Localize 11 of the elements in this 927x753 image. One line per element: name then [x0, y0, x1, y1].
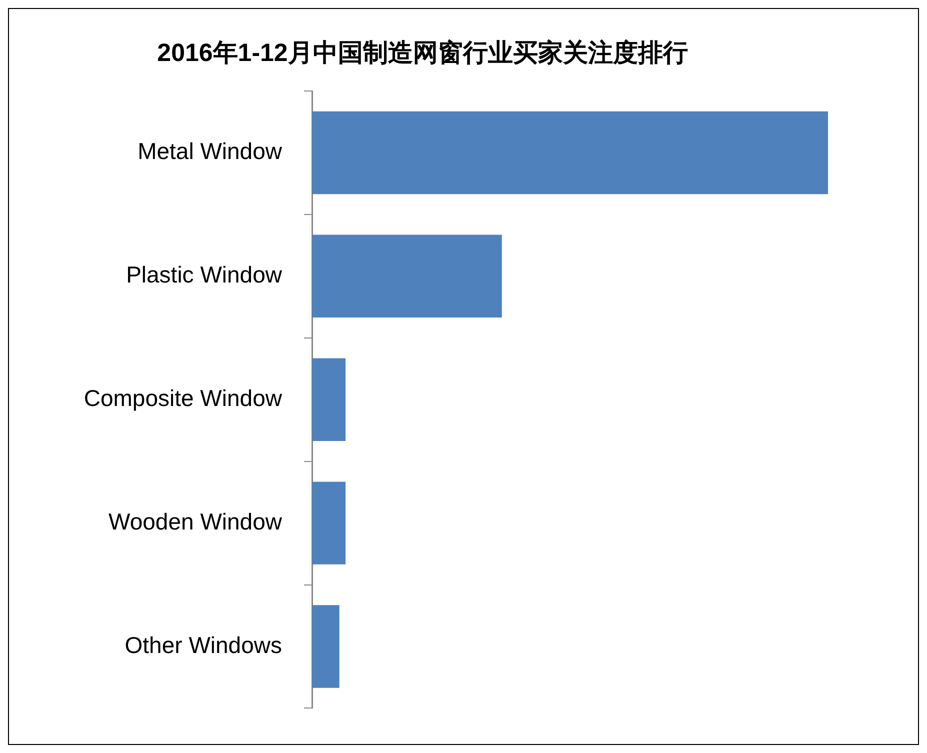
y-tick-label: Composite Window: [84, 384, 282, 411]
bar: [312, 482, 346, 564]
y-tick-label: Other Windows: [124, 632, 282, 658]
y-tick-label: Metal Window: [138, 138, 282, 164]
bar: [312, 111, 828, 194]
bar: [312, 234, 502, 318]
bar: [312, 605, 340, 688]
y-tick-label: Plastic Window: [126, 262, 282, 288]
bar: [312, 358, 346, 441]
chart-title: 2016年1-12月中国制造网窗行业买家关注度排行: [157, 38, 688, 67]
y-tick-label: Wooden Window: [108, 508, 282, 534]
